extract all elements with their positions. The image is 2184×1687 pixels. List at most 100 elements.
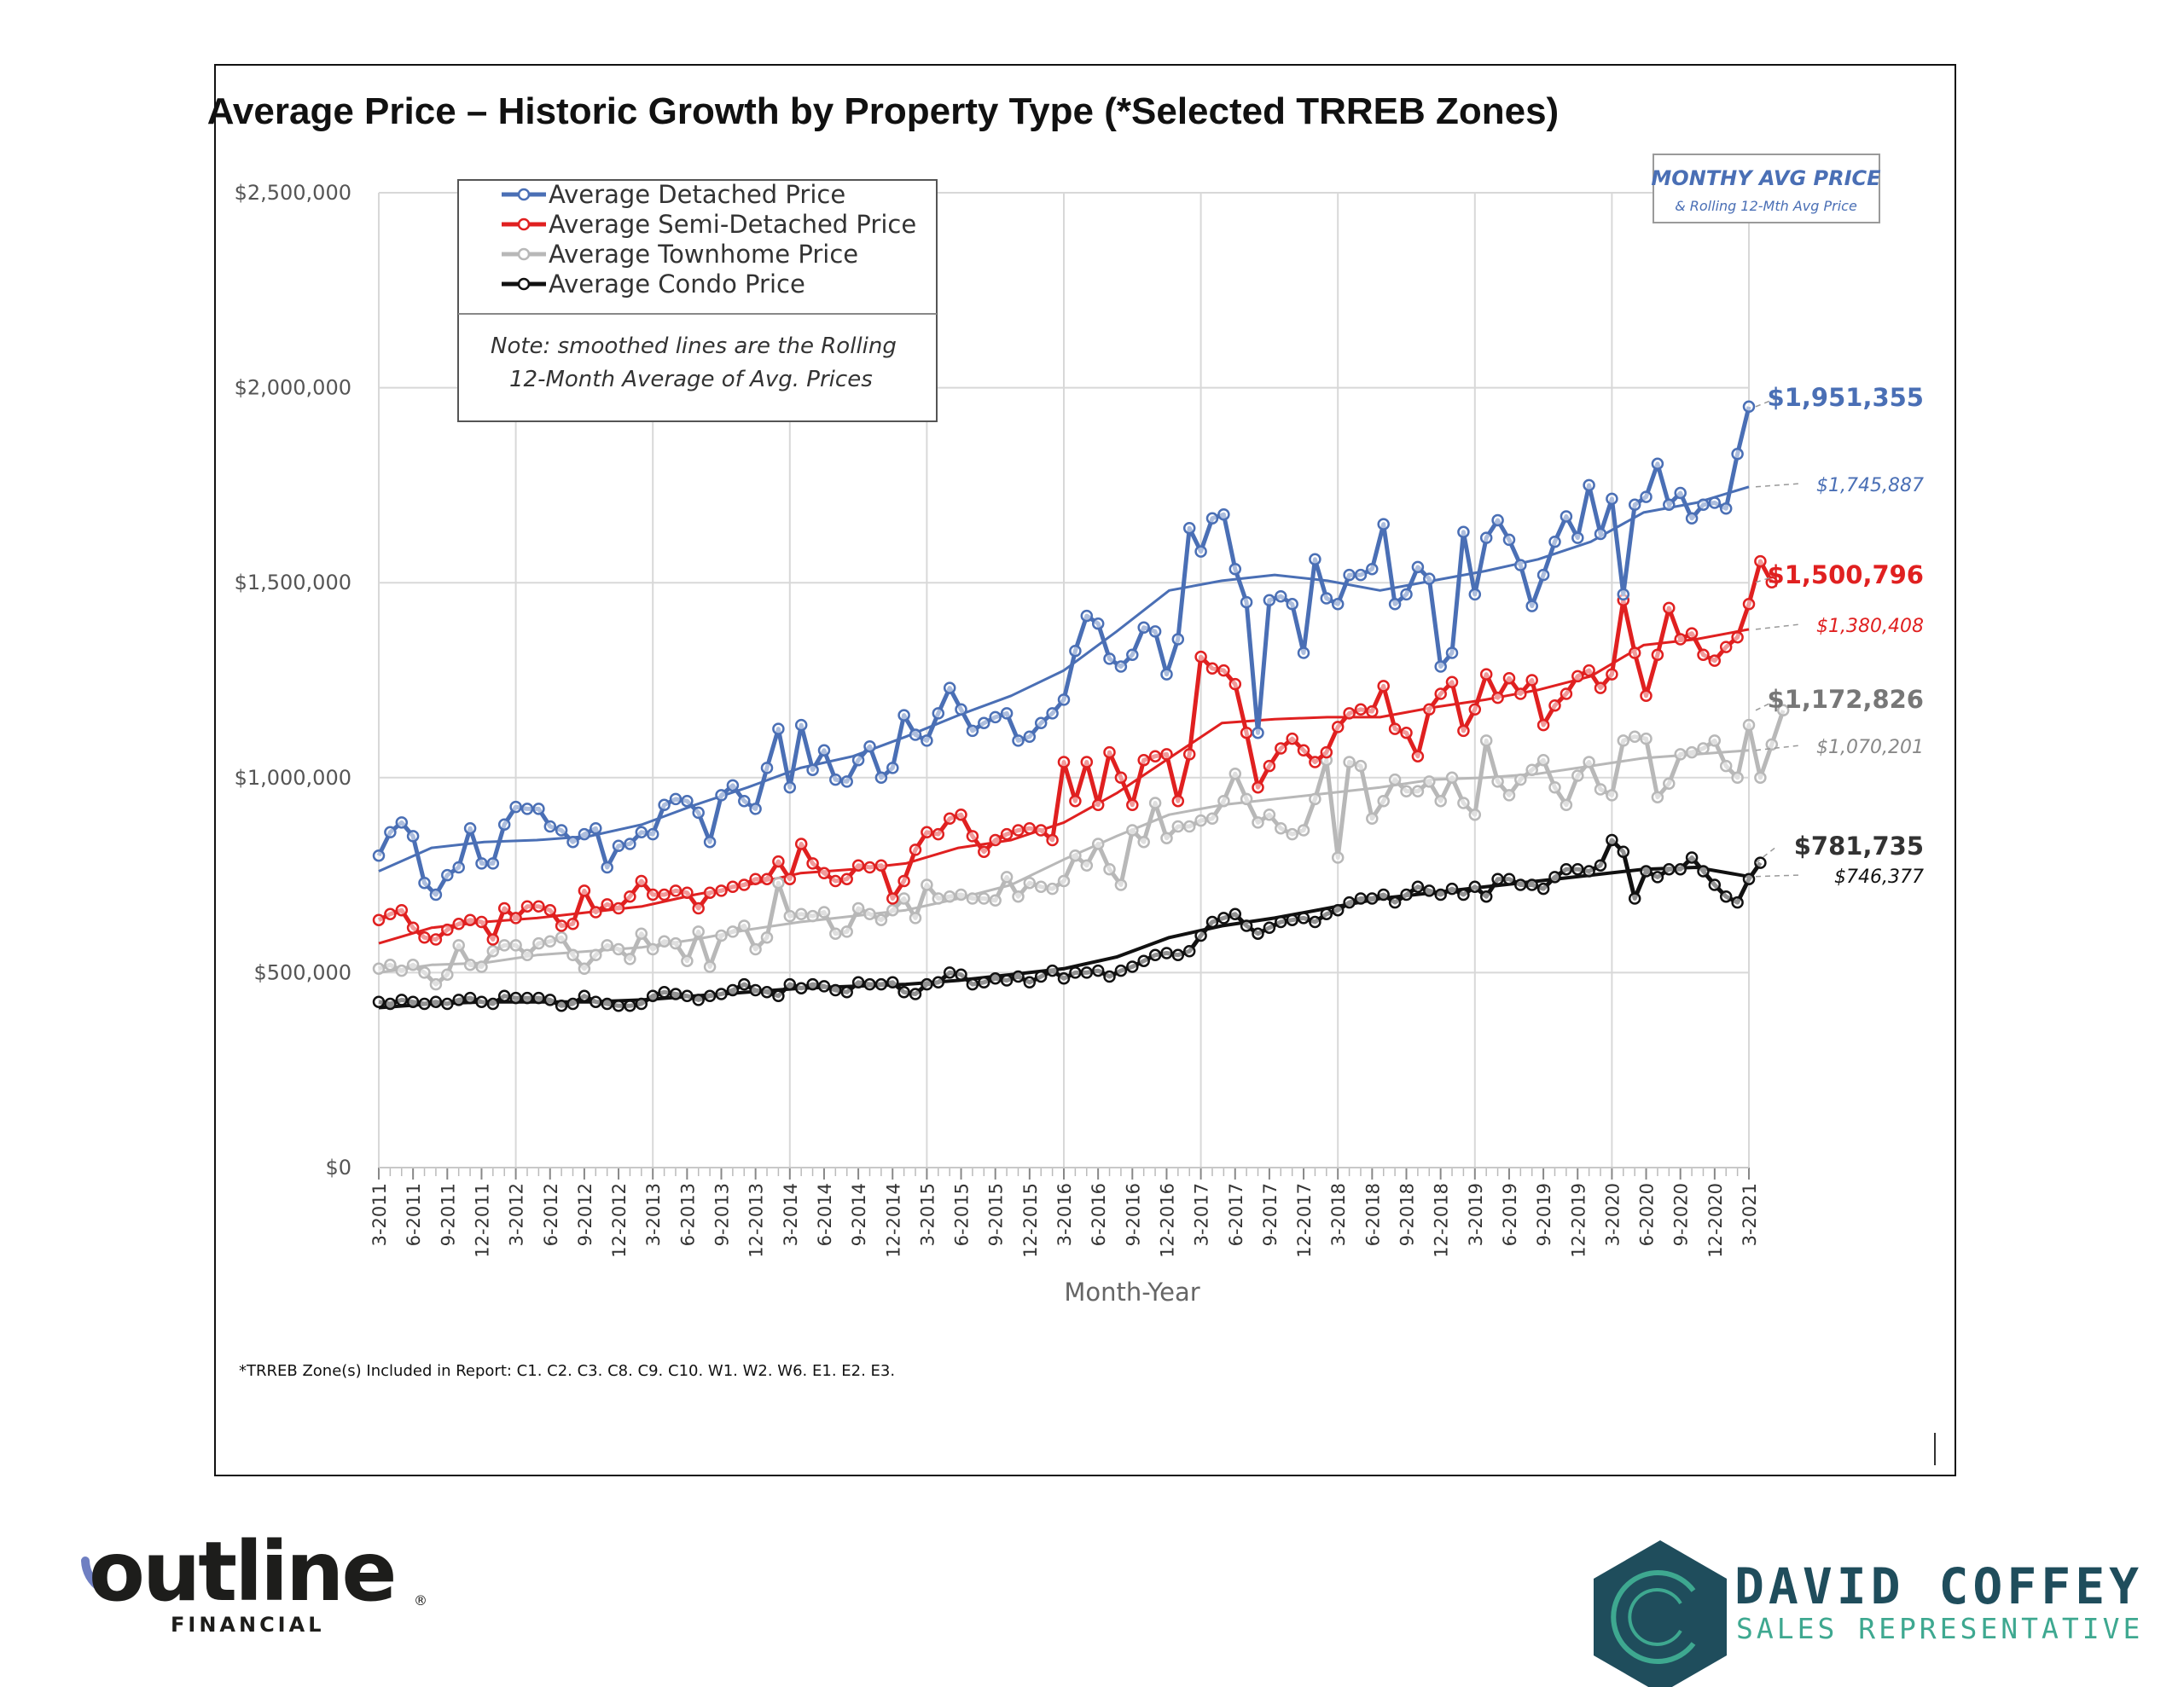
data-point	[1742, 598, 1756, 611]
data-point	[772, 989, 785, 1003]
data-point	[989, 894, 1002, 907]
data-point	[1502, 872, 1516, 885]
data-point	[1343, 568, 1356, 582]
data-point	[418, 931, 431, 944]
data-point	[1103, 970, 1116, 983]
data-point	[772, 876, 785, 890]
data-point	[1479, 668, 1493, 681]
data-point	[1457, 797, 1470, 809]
data-point	[1525, 600, 1538, 612]
data-point	[1388, 722, 1402, 735]
data-point	[1651, 791, 1664, 803]
data-point	[989, 710, 1002, 724]
data-point	[1331, 598, 1345, 611]
data-point	[1560, 798, 1573, 812]
data-point	[1080, 609, 1094, 623]
data-point	[978, 976, 990, 989]
data-point	[1217, 912, 1230, 925]
data-point	[497, 989, 511, 1003]
data-point	[1228, 677, 1242, 691]
data-point	[532, 991, 545, 1005]
data-point	[1434, 660, 1447, 673]
data-point	[863, 977, 876, 991]
data-point	[1057, 693, 1071, 706]
data-point	[1697, 648, 1710, 662]
data-point	[1525, 763, 1538, 776]
data-point	[874, 771, 888, 785]
data-point	[1205, 512, 1219, 525]
series-lines	[372, 400, 1790, 1012]
info-box-frame	[1653, 154, 1880, 223]
legend-box	[457, 179, 938, 422]
data-point	[681, 954, 694, 967]
data-point	[635, 874, 648, 888]
x-tick-label: 9-2017	[1260, 1183, 1281, 1246]
data-point	[1023, 821, 1037, 835]
data-point	[1354, 892, 1368, 905]
data-point	[726, 779, 740, 792]
data-point	[966, 724, 979, 738]
data-point	[955, 703, 967, 716]
data-point	[760, 931, 774, 944]
data-point	[1457, 724, 1470, 738]
legend-item: Average Detached Price	[502, 180, 845, 209]
data-point	[1536, 753, 1550, 767]
end-label-leader	[1755, 397, 1777, 408]
data-point	[749, 983, 762, 997]
data-point	[738, 977, 751, 991]
footnote: *TRREB Zone(s) Included in Report: C1. C…	[239, 1362, 895, 1380]
data-point	[1252, 726, 1264, 739]
x-tick-label: 12-2018	[1432, 1183, 1452, 1258]
data-point	[1536, 718, 1550, 732]
data-point	[624, 890, 636, 903]
data-point	[738, 878, 751, 891]
data-point	[1525, 674, 1538, 687]
data-point	[794, 718, 808, 732]
x-tick-label: 9-2019	[1534, 1183, 1554, 1246]
data-point	[1514, 773, 1527, 786]
data-point	[772, 855, 785, 868]
data-point	[1548, 871, 1561, 884]
data-point	[578, 884, 591, 897]
data-point	[555, 824, 568, 837]
data-point	[1252, 780, 1264, 794]
data-point	[715, 988, 728, 1000]
data-point	[1354, 759, 1368, 773]
data-point	[1423, 884, 1436, 897]
data-point	[1217, 507, 1230, 521]
data-point	[1388, 773, 1402, 786]
data-point	[578, 962, 591, 976]
data-point	[1366, 704, 1379, 718]
end-value-label: $1,380,408	[1816, 616, 1924, 637]
data-point	[989, 972, 1002, 985]
x-tick-label: 3-2012	[507, 1183, 527, 1246]
data-point	[909, 844, 922, 856]
data-point	[886, 892, 899, 905]
data-point	[384, 907, 397, 921]
data-point	[1731, 771, 1744, 785]
data-point	[1445, 882, 1459, 896]
data-point	[1754, 856, 1767, 869]
data-point	[1674, 633, 1687, 646]
series-average-detached-price	[372, 400, 1756, 901]
data-point	[1663, 862, 1676, 876]
outline-financial-logo: outline ® FINANCIAL	[81, 1524, 427, 1637]
data-point	[829, 874, 842, 888]
data-point	[1411, 880, 1425, 894]
x-tick-label: 6-2014	[815, 1183, 835, 1246]
x-tick-label: 9-2020	[1671, 1183, 1692, 1246]
data-point	[635, 997, 648, 1011]
data-point	[1000, 707, 1014, 720]
data-point	[1000, 974, 1014, 987]
data-point	[1377, 518, 1390, 530]
data-point	[1252, 927, 1264, 940]
data-point	[1560, 510, 1573, 523]
data-point	[932, 892, 945, 905]
end-label-leader	[1755, 874, 1801, 878]
data-point	[681, 989, 694, 1003]
data-point	[1514, 559, 1527, 571]
legend-marker	[517, 217, 531, 231]
data-point	[1252, 816, 1264, 829]
data-point	[624, 953, 636, 965]
legend-item: Average Condo Price	[502, 270, 805, 299]
